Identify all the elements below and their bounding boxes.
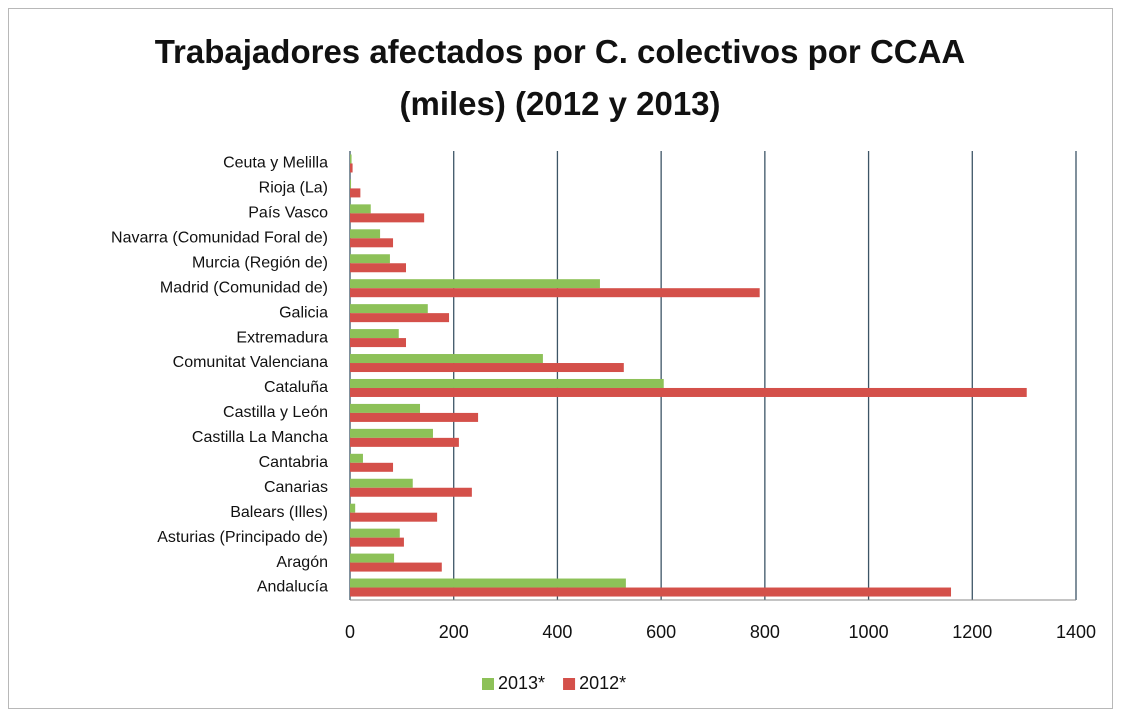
x-tick-label: 1400 xyxy=(1056,622,1096,642)
bar xyxy=(350,229,381,239)
bar xyxy=(350,378,664,388)
y-tick-label: Navarra (Comunidad Foral de) xyxy=(111,230,328,247)
y-tick-label: Asturias (Principado de) xyxy=(157,529,328,546)
y-tick-label: Andalucía xyxy=(257,579,328,596)
y-tick-label: Galicia xyxy=(279,304,328,321)
y-tick-label: Comunitat Valenciana xyxy=(173,354,328,371)
bar xyxy=(350,453,363,463)
bar xyxy=(350,553,395,563)
bar xyxy=(350,179,352,189)
bar xyxy=(350,304,428,314)
bar xyxy=(350,204,371,214)
y-tick-label: Castilla y León xyxy=(223,404,328,421)
bar xyxy=(350,263,407,273)
y-tick-label: Balears (Illes) xyxy=(230,504,328,521)
legend-label: 2012* xyxy=(579,673,626,693)
bar xyxy=(350,354,543,364)
bar xyxy=(350,238,394,248)
bar xyxy=(350,313,450,323)
bar xyxy=(350,428,433,438)
chart-frame xyxy=(8,8,1113,709)
y-tick-label: Canarias xyxy=(264,479,328,496)
x-tick-label: 1000 xyxy=(849,622,889,642)
y-tick-label: Ceuta y Melilla xyxy=(223,155,328,172)
x-tick-label: 1200 xyxy=(952,622,992,642)
bar xyxy=(350,213,425,223)
bar xyxy=(350,154,352,164)
bar xyxy=(350,537,404,547)
bar xyxy=(350,412,479,422)
bar xyxy=(350,188,361,198)
legend-swatch xyxy=(563,678,576,690)
bar xyxy=(350,528,400,538)
legend-swatch xyxy=(482,678,494,690)
x-tick-label: 400 xyxy=(542,622,572,642)
bar xyxy=(350,587,952,597)
y-tick-label: Madrid (Comunidad de) xyxy=(160,279,328,296)
bar xyxy=(350,254,390,264)
bar xyxy=(350,578,626,588)
y-tick-label: Castilla La Mancha xyxy=(192,429,328,446)
x-tick-label: 800 xyxy=(750,622,780,642)
y-tick-label: País Vasco xyxy=(248,205,328,222)
y-tick-label: Rioja (La) xyxy=(259,180,328,197)
bar xyxy=(350,329,399,339)
bar xyxy=(350,462,394,472)
bar xyxy=(350,478,413,488)
chart-title: Trabajadores afectados por C. colectivos… xyxy=(154,33,966,122)
bar xyxy=(350,487,472,497)
y-tick-label: Cantabria xyxy=(259,454,328,471)
bar xyxy=(350,279,600,289)
bar xyxy=(350,512,438,522)
x-tick-label: 600 xyxy=(646,622,676,642)
bar xyxy=(350,163,353,173)
bar xyxy=(350,363,624,373)
bar xyxy=(350,503,356,513)
y-tick-label: Cataluña xyxy=(264,379,328,396)
x-tick-label: 200 xyxy=(439,622,469,642)
bar xyxy=(350,437,459,447)
bar xyxy=(350,387,1027,397)
bar xyxy=(350,338,407,348)
bar xyxy=(350,403,421,413)
y-tick-label: Murcia (Región de) xyxy=(192,254,328,271)
bar xyxy=(350,562,442,572)
y-tick-label: Aragón xyxy=(276,554,328,571)
legend-label: 2013* xyxy=(498,673,545,693)
x-tick-label: 0 xyxy=(345,622,355,642)
y-tick-label: Extremadura xyxy=(236,329,328,346)
bar xyxy=(350,288,760,298)
